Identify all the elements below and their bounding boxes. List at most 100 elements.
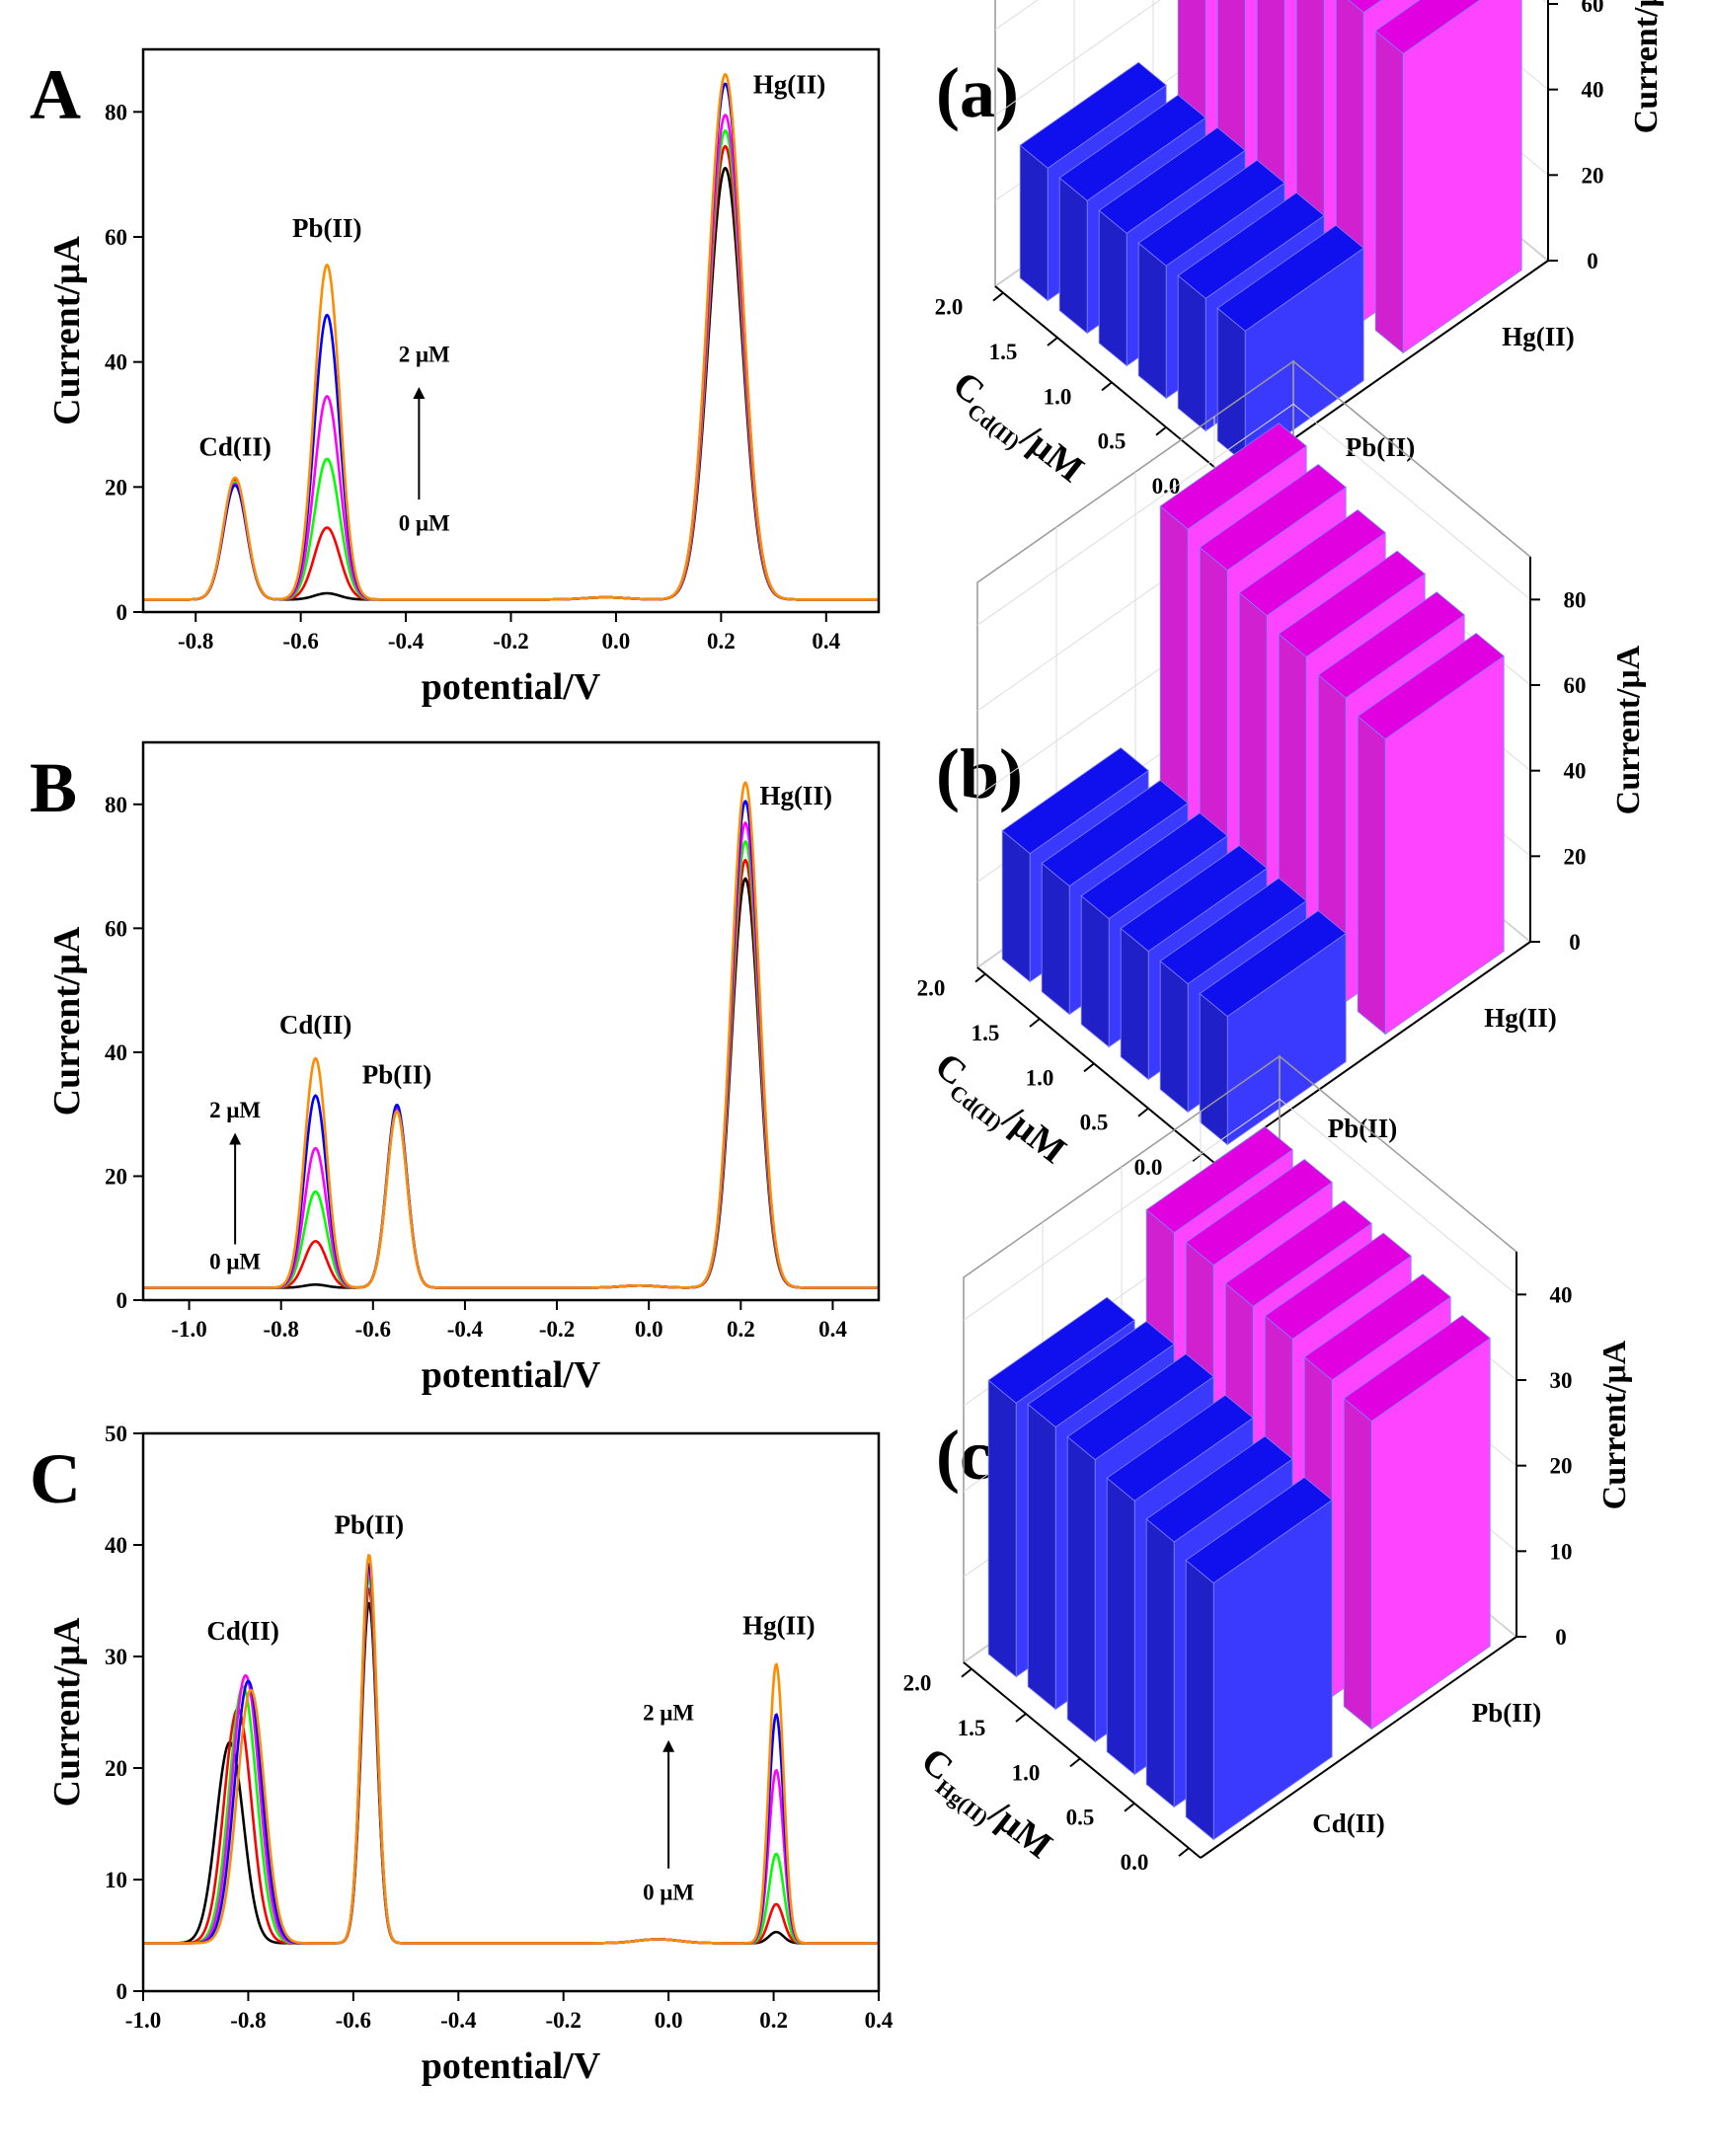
conc-tick-mark-a-4 (992, 291, 1004, 302)
y-tick-label-A-4: 80 (105, 100, 127, 124)
y-tick-label-B-2: 40 (105, 1040, 127, 1065)
conc-tick-label-a-2: 1.0 (1044, 384, 1072, 409)
series-line-A-3 (143, 114, 879, 601)
bar-side-face (1041, 862, 1070, 1016)
conc-tick-mark-c-3 (1015, 1713, 1027, 1723)
conc-tick-label-b-4: 2.0 (917, 976, 946, 1001)
bar-side-face (1343, 1397, 1372, 1731)
bar-side-face (1120, 927, 1149, 1081)
x-tick-label-C-4: -0.2 (546, 2008, 582, 2033)
x-tick-label-B-0: -1.0 (171, 1317, 206, 1342)
y-tick-label-C-0: 0 (117, 1979, 128, 2004)
bar-side-face (1066, 1435, 1096, 1743)
series-line-B-0 (143, 877, 879, 1289)
z-tick-label-b-1: 20 (1564, 844, 1587, 869)
conc-tick-label-c-2: 1.0 (1012, 1760, 1041, 1785)
z-tick-label-c-4: 40 (1550, 1282, 1573, 1307)
category-label-b-1: Hg(II) (1484, 1003, 1557, 1033)
series-line-C-5 (143, 1553, 879, 1945)
z-tick-label-a-0: 0 (1587, 249, 1598, 273)
annotation-A-3: 2 μM (399, 343, 450, 367)
x-tick-label-A-1: -0.6 (282, 629, 318, 654)
conc-tick-mark-b-3 (1029, 1018, 1041, 1028)
bar-top-face (1185, 1158, 1333, 1267)
bar-side-face (1058, 177, 1088, 335)
conc-tick-label-b-1: 0.5 (1080, 1111, 1109, 1135)
panel-label-B: B (30, 748, 77, 827)
y-tick-label-C-2: 20 (105, 1756, 127, 1781)
annotation-C-2: Hg(II) (742, 1610, 816, 1640)
conc-tick-label-c-0: 0.0 (1121, 1850, 1149, 1875)
bar3d-chart-b: (b)020406080Current/μA0.00.51.01.52.0CCd… (917, 359, 1647, 1180)
x-tick-label-C-7: 0.4 (865, 2008, 894, 2033)
z-tick-label-b-0: 0 (1569, 930, 1581, 955)
x-tick-label-A-5: 0.2 (707, 629, 736, 654)
annotation-B-0: Cd(II) (279, 1010, 352, 1040)
bar-top-face (1120, 844, 1268, 953)
concentration-arrowhead-B (229, 1132, 242, 1145)
annotation-A-2: Hg(II) (753, 69, 826, 99)
category-label-a-1: Hg(II) (1502, 322, 1575, 351)
x-tick-label-C-3: -0.4 (440, 2008, 477, 2033)
bar-side-face (1185, 1559, 1214, 1841)
z-tick-label-a-3: 60 (1582, 0, 1604, 17)
conc-tick-label-b-2: 1.0 (1026, 1065, 1054, 1090)
bar-top-face (1199, 463, 1347, 572)
conc-axis-label-unit-a: /μM (1012, 417, 1091, 492)
series-line-B-2 (143, 839, 879, 1289)
bar-top-face (1098, 126, 1246, 234)
bar-top-face (1343, 1314, 1491, 1423)
y-axis-label-B: Current/μA (46, 926, 88, 1116)
x-tick-label-B-6: 0.2 (727, 1317, 755, 1342)
concentration-arrowhead-C (662, 1739, 675, 1752)
panel-label-C: C (30, 1439, 81, 1518)
bar-front-face (1402, 0, 1522, 354)
x-tick-label-C-1: -0.8 (230, 2008, 266, 2033)
bar-top-face (1066, 1352, 1214, 1461)
annotation-C-1: Pb(II) (335, 1510, 405, 1540)
panel-label-A: A (30, 55, 81, 134)
conc-tick-label-b-0: 0.0 (1134, 1155, 1163, 1180)
bar-top-face (1145, 1435, 1293, 1543)
x-tick-label-C-2: -0.6 (336, 2008, 371, 2033)
z-gridline-c-4 (963, 1098, 1517, 1321)
panel-label-a: (a) (936, 53, 1019, 132)
y-tick-label-A-1: 20 (105, 475, 127, 500)
annotation-B-3: 2 μM (209, 1098, 261, 1122)
conc-tick-label-c-3: 1.5 (958, 1716, 986, 1740)
y-tick-label-C-5: 50 (105, 1422, 127, 1446)
z-tick-label-a-1: 20 (1582, 163, 1604, 188)
x-tick-label-B-2: -0.6 (355, 1317, 391, 1342)
bar-side-face (1019, 144, 1049, 302)
x-tick-label-B-4: -0.2 (539, 1317, 575, 1342)
bar-top-face (1177, 192, 1325, 299)
conc-tick-mark-c-2 (1069, 1757, 1081, 1768)
concentration-arrowhead-A (413, 387, 426, 399)
z-tick-label-a-2: 40 (1582, 78, 1604, 103)
bar3d-chart-c: (c)010203040Current/μA0.00.51.01.52.0CHg… (903, 1054, 1633, 1875)
y-tick-label-C-1: 10 (105, 1868, 127, 1892)
y-axis-label-C: Current/μA (46, 1617, 88, 1807)
line-chart-A: A -0.8 -0.6 -0.4 -0.2 0.0 0.2 0.4 0 20 40 60 80 poten… (30, 47, 881, 708)
x-tick-label-C-0: -1.0 (125, 2008, 161, 2033)
x-axis-label-A: potential/V (422, 666, 601, 708)
bar-side-face (1374, 30, 1404, 354)
bar-top-face (1019, 61, 1167, 169)
bar-side-face (1177, 274, 1206, 432)
conc-tick-mark-c-0 (1178, 1847, 1190, 1857)
x-tick-label-A-0: -0.8 (178, 629, 213, 654)
z-tick-label-b-2: 40 (1564, 759, 1587, 784)
bar-side-face (1098, 209, 1127, 367)
plot-frame-B (141, 740, 881, 1302)
series-line-A-4 (143, 82, 879, 601)
conc-tick-label-a-1: 0.5 (1098, 429, 1127, 454)
bar-top-face (1145, 1125, 1293, 1234)
y-tick-label-B-4: 80 (105, 793, 127, 817)
bar-top-face (1159, 423, 1307, 530)
bar-top-face (1027, 1320, 1175, 1428)
annotation-A-4: 0 μM (399, 511, 450, 536)
conc-tick-mark-a-2 (1101, 381, 1113, 392)
x-tick-label-A-2: -0.4 (388, 629, 425, 654)
conc-axis-line-c (963, 1661, 1202, 1859)
bar-side-face (1080, 894, 1110, 1048)
